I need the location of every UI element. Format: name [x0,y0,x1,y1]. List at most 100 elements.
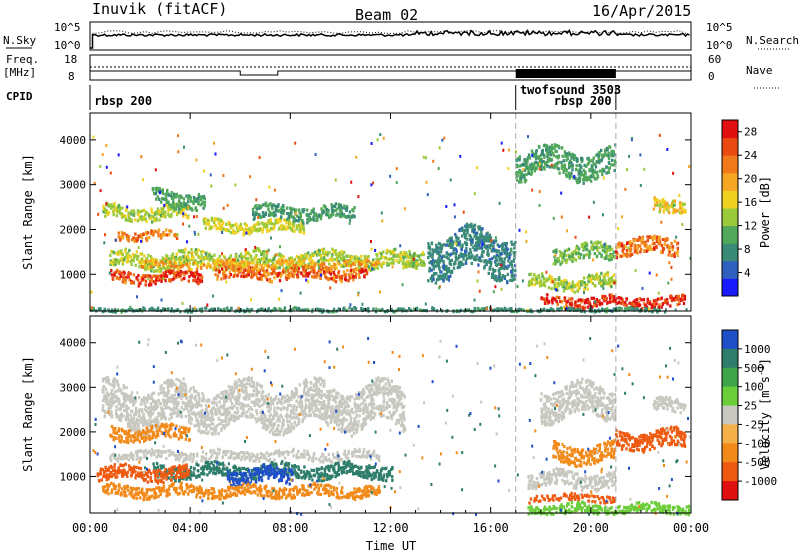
scatter-cell [239,308,243,312]
scatter-cell [311,254,315,258]
scatter-cell [572,257,576,261]
scatter-cell [480,230,483,234]
scatter-cell [268,277,272,281]
scatter-cell [182,277,186,281]
scatter-cell [488,245,492,249]
noise-cell [186,240,188,244]
noise-cell [545,270,548,274]
scatter-cell [439,246,442,250]
scatter-cell [132,209,136,213]
scatter-cell [264,275,267,279]
scatter-cell [680,298,683,302]
scatter-cell [297,270,300,274]
scatter-cell [405,255,408,259]
scatter-cell [367,255,370,259]
scatter-cell [218,261,221,265]
scatter-cell [158,197,161,202]
noise-cell [555,251,558,254]
scatter-cell [262,222,265,226]
scatter-cell [663,242,666,246]
scatter-cell [302,231,306,235]
scatter-cell [288,257,291,261]
scatter-cell [442,278,445,282]
scatter-cell [249,231,252,235]
scatter-cell [607,154,610,158]
scatter-cell [331,310,334,314]
scatter-cell [292,275,295,279]
scatter-cell [147,424,150,428]
scatter-cell [156,195,160,199]
scatter-cell [491,274,494,278]
scatter-cell [646,235,649,239]
scatter-cell [122,275,125,279]
scatter-cell [313,250,317,254]
scatter-cell [142,412,145,416]
scatter-cell [166,254,169,258]
scatter-cell [191,254,194,258]
noise-cell [93,181,96,185]
scatter-cell [354,275,357,279]
scatter-cell [172,206,176,210]
scatter-cell [494,239,498,243]
scatter-cell [600,284,603,288]
scatter-cell [565,152,569,156]
scatter-cell [320,265,323,269]
scatter-cell [572,250,575,254]
scatter-cell [575,159,579,163]
scatter-cell [428,267,432,271]
scatter-cell [178,263,181,267]
scatter-cell [195,270,199,274]
scatter-cell [148,265,151,269]
scatter-cell [106,380,109,384]
power-colorbar-ticklabel-2: 12 [744,220,757,233]
scatter-cell [473,306,476,311]
scatter-cell [268,221,272,225]
scatter-cell [155,210,158,215]
scatter-cell [483,243,486,247]
noise-cell [299,291,302,295]
scatter-cell [120,413,123,417]
scatter-cell [331,253,334,257]
scatter-cell [253,214,256,218]
noise-cell [401,283,404,287]
scatter-cell [129,422,132,426]
scatter-cell [157,231,160,235]
scatter-cell [161,188,164,192]
scatter-cell [285,277,289,281]
scatter-cell [272,203,275,207]
scatter-cell [556,288,559,292]
scatter-cell [148,214,151,218]
scatter-cell [538,281,541,285]
scatter-cell [435,264,438,268]
scatter-cell [536,163,539,167]
scatter-cell [155,406,158,410]
noise-cell [594,171,597,175]
noise-cell [355,155,358,159]
scatter-cell [163,412,166,416]
scatter-cell [400,307,403,311]
scatter-cell [411,258,414,262]
scatter-cell [351,255,354,260]
scatter-cell [520,172,524,176]
scatter-cell [604,256,607,260]
scatter-cell [161,210,164,214]
scatter-cell [170,191,173,195]
scatter-cell [172,266,176,270]
scatter-cell [197,193,200,197]
scatter-cell [103,396,106,400]
scatter-cell [516,171,519,175]
scatter-cell [577,169,580,173]
scatter-cell [154,263,158,267]
scatter-cell [553,297,556,301]
scatter-cell [146,422,149,426]
scatter-cell [683,202,686,206]
scatter-cell [610,257,613,261]
scatter-cell [145,409,148,413]
scatter-cell [126,235,130,239]
scatter-cell [167,212,170,216]
scatter-cell [588,307,592,311]
scatter-cell [276,218,279,222]
scatter-cell [319,276,322,280]
scatter-cell [235,262,239,266]
scatter-cell [432,261,436,265]
